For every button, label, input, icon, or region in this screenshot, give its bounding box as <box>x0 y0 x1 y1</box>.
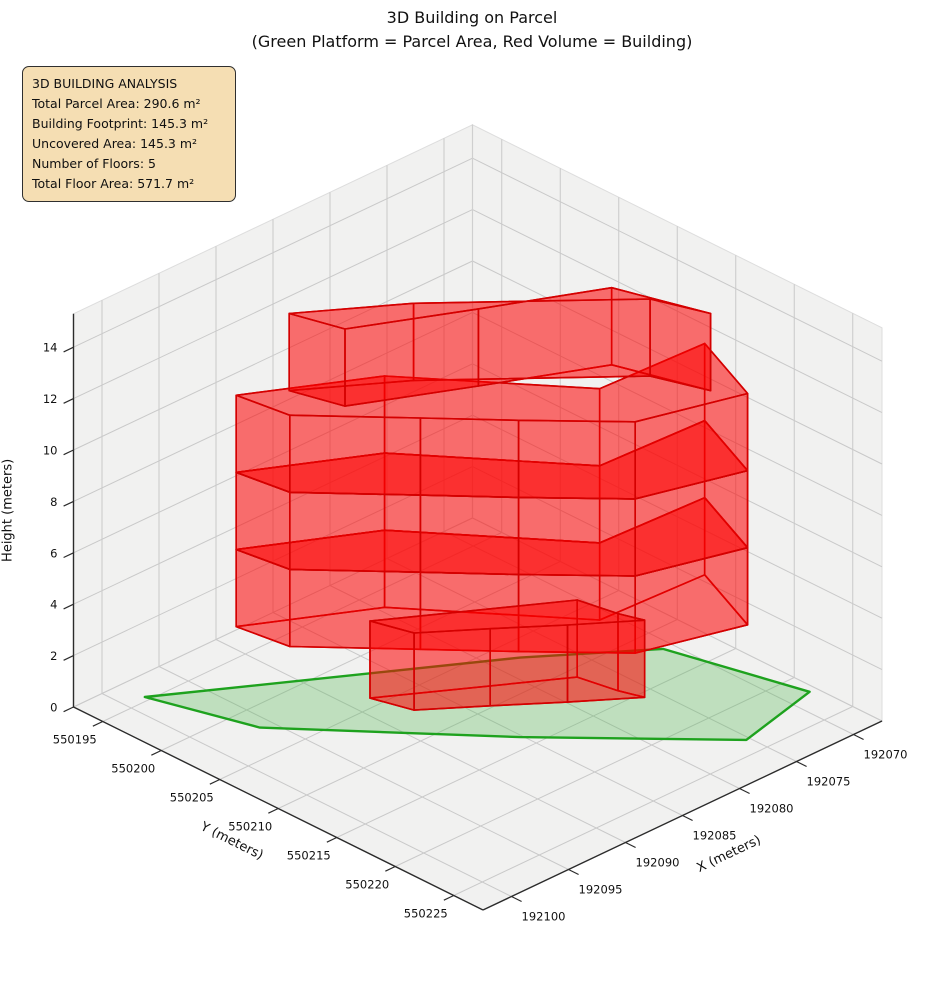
svg-text:2: 2 <box>50 649 57 663</box>
annotation-line: Total Parcel Area: 290.6 m² <box>32 96 201 111</box>
annotation-line: Uncovered Area: 145.3 m² <box>32 136 198 151</box>
svg-text:550205: 550205 <box>170 791 214 805</box>
parcel-polygon <box>143 647 811 742</box>
grid-lines <box>73 124 883 897</box>
svg-text:8: 8 <box>50 495 57 509</box>
chart-title: 3D Building on Parcel <box>386 8 558 27</box>
analysis-annotation-box: 3D BUILDING ANALYSIS Total Parcel Area: … <box>22 66 236 202</box>
svg-text:550210: 550210 <box>228 820 272 834</box>
z-axis-label: Height (meters) <box>1 459 16 562</box>
svg-text:6: 6 <box>50 546 57 560</box>
svg-text:192100: 192100 <box>522 910 566 924</box>
tick-labels: 192070 192075 192080 192085 192090 192095 1921… <box>43 341 908 924</box>
svg-text:4: 4 <box>50 598 57 612</box>
building-floor-5 <box>288 286 712 407</box>
annotation-line: Total Floor Area: 571.7 m² <box>32 176 195 191</box>
svg-text:550200: 550200 <box>111 762 155 776</box>
annotation-line: 3D BUILDING ANALYSIS <box>32 76 178 91</box>
svg-text:192095: 192095 <box>579 883 623 897</box>
annotation-line: Number of Floors: 5 <box>32 156 156 171</box>
svg-text:192080: 192080 <box>750 802 794 816</box>
svg-text:0: 0 <box>50 701 57 715</box>
svg-text:14: 14 <box>43 341 58 355</box>
building-floor-3 <box>235 419 749 577</box>
svg-text:192070: 192070 <box>864 748 908 762</box>
building-floor-4 <box>235 342 749 500</box>
building-floor-1 <box>369 599 646 711</box>
svg-text:550220: 550220 <box>345 878 389 892</box>
svg-text:192090: 192090 <box>636 856 680 870</box>
chart-subtitle: (Green Platform = Parcel Area, Red Volum… <box>251 32 693 51</box>
svg-text:192085: 192085 <box>693 829 737 843</box>
svg-text:10: 10 <box>43 444 58 458</box>
svg-text:550225: 550225 <box>404 907 448 921</box>
svg-text:12: 12 <box>43 392 58 406</box>
annotation-line: Building Footprint: 145.3 m² <box>32 116 209 131</box>
building-volumes <box>235 286 749 711</box>
svg-text:192075: 192075 <box>807 775 851 789</box>
svg-text:550195: 550195 <box>53 733 97 747</box>
svg-text:550215: 550215 <box>287 849 331 863</box>
